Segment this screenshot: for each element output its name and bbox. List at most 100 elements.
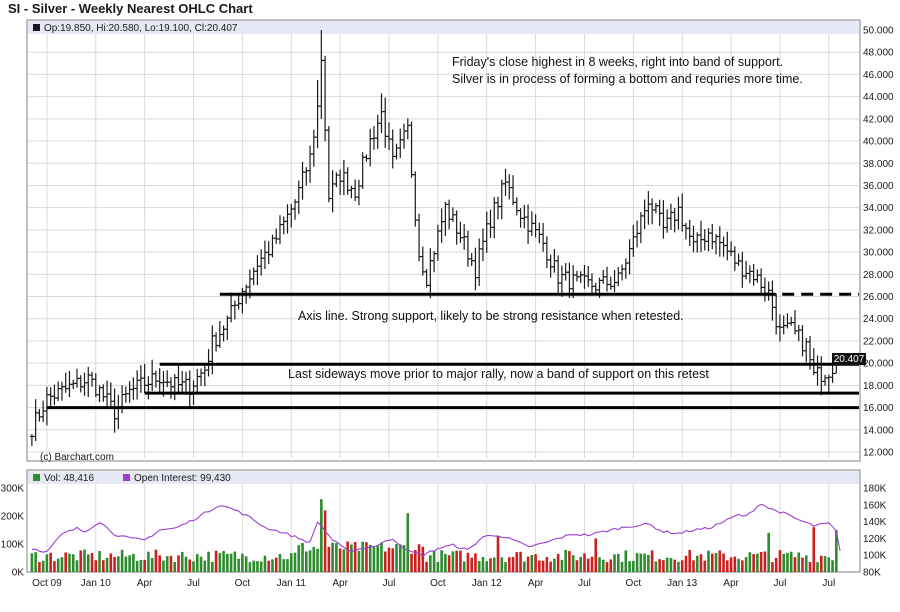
volume-bar — [677, 561, 680, 572]
volume-bar — [500, 557, 504, 572]
ohlc-bar — [315, 79, 320, 149]
ohlc-bar — [751, 263, 756, 286]
volume-bar — [729, 557, 733, 572]
volume-bar — [797, 552, 801, 572]
ohlc-bar — [319, 30, 324, 119]
volume-bar — [79, 550, 83, 572]
volume-bar — [759, 551, 763, 572]
volume-bar — [244, 556, 248, 572]
ohlc-bar — [518, 208, 523, 228]
ohlc-bar — [90, 371, 95, 387]
ohlc-bar — [774, 293, 779, 335]
ohlc-bar — [695, 232, 700, 253]
volume-bar — [741, 560, 744, 572]
ohlc-bar — [589, 273, 594, 294]
x-tick-label: Apr — [723, 578, 739, 589]
volume-bar — [398, 544, 402, 572]
x-tick-label: Jul — [187, 578, 200, 589]
volume-bar — [214, 550, 218, 572]
ohlc-bar — [533, 214, 538, 238]
ohlc-bar — [548, 254, 553, 278]
volume-bar — [534, 554, 537, 572]
ohlc-bar — [135, 370, 140, 400]
volume-bar — [835, 530, 838, 572]
ohlc-bar — [484, 211, 489, 253]
ohlc-bar — [526, 204, 531, 244]
volume-bar — [639, 553, 643, 572]
volume-bar — [564, 549, 567, 572]
ohlc-bar — [105, 380, 110, 409]
ohlc-bar — [616, 267, 621, 287]
ohlc-bar — [710, 223, 715, 250]
volume-bar — [632, 560, 635, 572]
ohlc-bar — [304, 167, 309, 186]
ohlc-bar — [375, 114, 380, 149]
volume-bar — [184, 556, 188, 572]
ohlc-bar — [33, 399, 38, 442]
ohlc-bar — [544, 236, 549, 269]
price-tick-label: 42.000 — [863, 114, 894, 125]
volume-bar — [466, 552, 470, 572]
volume-bar — [98, 550, 101, 572]
x-tick-label: Jan 13 — [667, 578, 697, 589]
ohlc-bar — [770, 280, 775, 321]
volume-bar — [147, 551, 150, 572]
x-tick-label: Jul — [578, 578, 591, 589]
ohlc-bar — [465, 230, 470, 267]
ohlc-bar — [405, 118, 410, 140]
volume-bar — [586, 558, 590, 572]
volume-bar — [598, 557, 601, 572]
volume-bar — [177, 555, 180, 572]
volume-bar — [647, 554, 650, 572]
ohlc-bar — [823, 374, 828, 386]
ohlc-bar — [146, 376, 151, 400]
volume-bar — [658, 559, 661, 572]
volume-bar — [304, 551, 308, 572]
volume-bar — [331, 542, 334, 572]
ohlc-bar — [631, 225, 636, 257]
volume-bar — [316, 548, 319, 572]
ohlc-bar — [800, 325, 805, 357]
price-bars — [29, 30, 839, 447]
ohlc-bar — [402, 123, 407, 149]
volume-bar — [549, 561, 552, 572]
volume-bar — [365, 542, 368, 572]
ohlc-bar — [458, 221, 463, 243]
ohlc-bar — [341, 160, 346, 196]
ohlc-bar — [657, 199, 662, 227]
ohlc-readout: Op:19.850, Hi:20.580, Lo:19.100, Cl:20.4… — [44, 23, 238, 34]
ohlc-bar — [811, 348, 816, 375]
volume-bar — [86, 554, 90, 572]
volume-bar — [150, 557, 154, 572]
ohlc-bar — [86, 366, 91, 398]
ohlc-bar — [665, 209, 670, 233]
ohlc-bar — [153, 370, 158, 388]
ohlc-bar — [202, 365, 207, 387]
volume-bar — [286, 559, 289, 572]
volume-bar — [786, 552, 789, 572]
volume-bar — [41, 560, 45, 572]
ohlc-bar — [413, 171, 418, 227]
volume-bar — [541, 560, 545, 572]
ohlc-bar — [702, 229, 707, 251]
ohlc-bar — [281, 216, 286, 235]
ohlc-bar — [499, 179, 504, 220]
volume-bar — [579, 556, 583, 572]
ohlc-bar — [830, 365, 835, 383]
volume-bar — [492, 557, 496, 572]
ohlc-bar — [383, 97, 388, 149]
ohlc-bar — [353, 179, 358, 202]
ohlc-bar — [52, 384, 57, 406]
ohlc-bar — [97, 385, 102, 403]
x-tick-label: Jan 10 — [81, 578, 111, 589]
ohlc-bar — [417, 213, 422, 262]
volume-right-tick-label: 180K — [863, 484, 887, 495]
volume-bar — [421, 546, 425, 572]
ohlc-bar — [668, 203, 673, 230]
volume-bar — [278, 553, 282, 572]
volume-bar — [256, 561, 259, 572]
ohlc-bar — [259, 249, 264, 276]
ohlc-bar — [323, 55, 328, 142]
ohlc-bar — [706, 228, 711, 252]
volume-bar — [241, 553, 244, 572]
